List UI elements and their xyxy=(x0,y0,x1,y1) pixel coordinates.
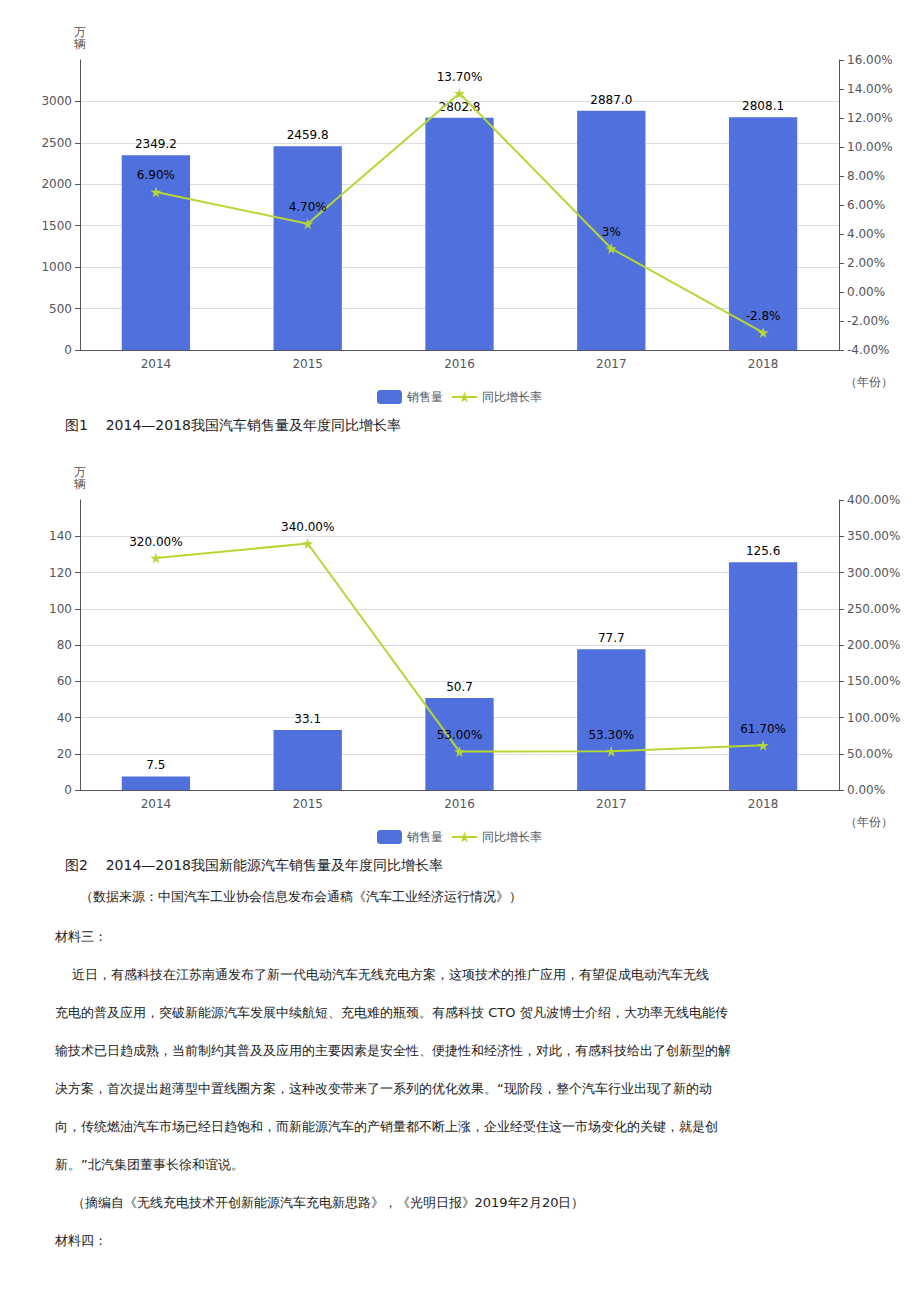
svg-text:-2.00%: -2.00% xyxy=(847,314,889,328)
svg-text:向，传统燃油汽车市场已经日趋饱和，而新能源汽车的产销量都不断: 向，传统燃油汽车市场已经日趋饱和，而新能源汽车的产销量都不断上涨，企业经受住这一… xyxy=(55,1119,718,1134)
svg-text:77.7: 77.7 xyxy=(598,631,625,645)
svg-text:辆: 辆 xyxy=(74,477,86,491)
svg-text:2459.8: 2459.8 xyxy=(287,128,329,142)
svg-text:350.00%: 350.00% xyxy=(847,529,900,543)
svg-text:（摘编自《无线充电技术开创新能源汽车充电新思路》，《光明日报: （摘编自《无线充电技术开创新能源汽车充电新思路》，《光明日报》2019年2月20… xyxy=(55,1195,584,1210)
svg-text:1500: 1500 xyxy=(41,219,72,233)
svg-text:决方案，首次提出超薄型中置线圈方案，这种改变带来了一系列的优: 决方案，首次提出超薄型中置线圈方案，这种改变带来了一系列的优化效果。“现阶段，整… xyxy=(55,1081,712,1096)
svg-text:2017: 2017 xyxy=(596,797,627,811)
svg-text:60: 60 xyxy=(57,674,72,688)
svg-text:0.00%: 0.00% xyxy=(847,783,885,797)
svg-text:2000: 2000 xyxy=(41,177,72,191)
svg-text:万: 万 xyxy=(74,25,86,39)
svg-text:16.00%: 16.00% xyxy=(847,53,893,67)
svg-text:材料三：: 材料三： xyxy=(54,929,107,944)
svg-text:53.00%: 53.00% xyxy=(437,728,483,742)
svg-text:2018: 2018 xyxy=(748,797,779,811)
svg-text:6.00%: 6.00% xyxy=(847,198,885,212)
svg-text:同比增长率: 同比增长率 xyxy=(482,390,542,404)
svg-text:6.90%: 6.90% xyxy=(137,168,175,182)
svg-text:2014: 2014 xyxy=(141,357,172,371)
svg-text:-4.00%: -4.00% xyxy=(847,343,889,357)
svg-text:新。”北汽集团董事长徐和谊说。: 新。”北汽集团董事长徐和谊说。 xyxy=(55,1157,244,1172)
svg-text:输技术已日趋成熟，当前制约其普及及应用的主要因素是安全性、便: 输技术已日趋成熟，当前制约其普及及应用的主要因素是安全性、便捷性和经济性，对此，… xyxy=(55,1043,731,1058)
svg-text:2014: 2014 xyxy=(141,797,172,811)
svg-text:40: 40 xyxy=(57,711,72,725)
svg-text:（数据来源：中国汽车工业协会信息发布会通稿《汽车工业经济运行: （数据来源：中国汽车工业协会信息发布会通稿《汽车工业经济运行情况》） xyxy=(80,889,522,904)
svg-text:80: 80 xyxy=(57,638,72,652)
svg-text:2.00%: 2.00% xyxy=(847,256,885,270)
svg-text:（年份）: （年份） xyxy=(845,815,893,829)
svg-text:14.00%: 14.00% xyxy=(847,82,893,96)
svg-text:50.7: 50.7 xyxy=(446,680,473,694)
svg-text:2802.8: 2802.8 xyxy=(438,99,481,114)
svg-text:3%: 3% xyxy=(602,225,621,239)
svg-text:250.00%: 250.00% xyxy=(847,602,900,616)
svg-text:20: 20 xyxy=(57,747,72,761)
svg-text:4.70%: 4.70% xyxy=(289,200,327,214)
svg-text:400.00%: 400.00% xyxy=(847,493,900,507)
svg-text:2016: 2016 xyxy=(444,797,475,811)
svg-text:10.00%: 10.00% xyxy=(847,140,893,154)
svg-text:150.00%: 150.00% xyxy=(847,674,900,688)
svg-text:充电的普及应用，突破新能源汽车发展中续航短、充电难的瓶颈。有: 充电的普及应用，突破新能源汽车发展中续航短、充电难的瓶颈。有感科技 CTO 贺凡… xyxy=(55,1005,728,1020)
svg-text:近日，有感科技在江苏南通发布了新一代电动汽车无线充电方案，这: 近日，有感科技在江苏南通发布了新一代电动汽车无线充电方案，这项技术的推广应用，有… xyxy=(55,967,709,982)
svg-text:13.70%: 13.70% xyxy=(437,70,483,84)
svg-text:8.00%: 8.00% xyxy=(847,169,885,183)
svg-text:7.5: 7.5 xyxy=(146,758,165,772)
svg-text:50.00%: 50.00% xyxy=(847,747,893,761)
svg-text:2349.2: 2349.2 xyxy=(135,137,177,151)
svg-text:61.70%: 61.70% xyxy=(740,722,786,736)
svg-text:2887.0: 2887.0 xyxy=(590,93,632,107)
svg-text:辆: 辆 xyxy=(74,37,86,51)
svg-text:500: 500 xyxy=(49,302,72,316)
svg-text:2808.1: 2808.1 xyxy=(742,99,784,113)
svg-text:12.00%: 12.00% xyxy=(847,111,893,125)
svg-text:340.00%: 340.00% xyxy=(281,520,334,534)
svg-text:53.30%: 53.30% xyxy=(588,728,634,742)
svg-text:120: 120 xyxy=(49,566,72,580)
svg-text:1000: 1000 xyxy=(41,260,72,274)
svg-text:300.00%: 300.00% xyxy=(847,566,900,580)
svg-text:销售量: 销售量 xyxy=(406,390,443,404)
svg-text:200.00%: 200.00% xyxy=(847,638,900,652)
svg-text:2017: 2017 xyxy=(596,357,627,371)
svg-text:3000: 3000 xyxy=(41,94,72,108)
svg-text:2015: 2015 xyxy=(292,797,323,811)
svg-text:4.00%: 4.00% xyxy=(847,227,885,241)
svg-text:0.00%: 0.00% xyxy=(847,285,885,299)
svg-text:2018: 2018 xyxy=(748,357,779,371)
svg-text:320.00%: 320.00% xyxy=(129,535,182,549)
svg-text:图1 2014—2018我国汽车销售量及年度同比增长率: 图1 2014—2018我国汽车销售量及年度同比增长率 xyxy=(65,417,401,433)
svg-text:万: 万 xyxy=(74,465,86,479)
svg-text:0: 0 xyxy=(64,783,72,797)
svg-text:2016: 2016 xyxy=(444,357,475,371)
svg-text:销售量: 销售量 xyxy=(406,830,443,844)
svg-text:125.6: 125.6 xyxy=(746,544,780,558)
svg-text:-2.8%: -2.8% xyxy=(746,309,781,323)
svg-text:2500: 2500 xyxy=(41,136,72,150)
svg-text:材料四：: 材料四： xyxy=(54,1233,107,1248)
svg-text:140: 140 xyxy=(49,529,72,543)
svg-text:图2 2014—2018我国新能源汽车销售量及年度同比: 图2 2014—2018我国新能源汽车销售量及年度同比增长率 xyxy=(65,857,443,873)
svg-text:100: 100 xyxy=(49,602,72,616)
svg-text:同比增长率: 同比增长率 xyxy=(482,830,542,844)
svg-text:0: 0 xyxy=(64,343,72,357)
svg-text:33.1: 33.1 xyxy=(294,712,321,726)
svg-text:100.00%: 100.00% xyxy=(847,711,900,725)
svg-text:（年份）: （年份） xyxy=(845,375,893,389)
svg-text:2015: 2015 xyxy=(292,357,323,371)
